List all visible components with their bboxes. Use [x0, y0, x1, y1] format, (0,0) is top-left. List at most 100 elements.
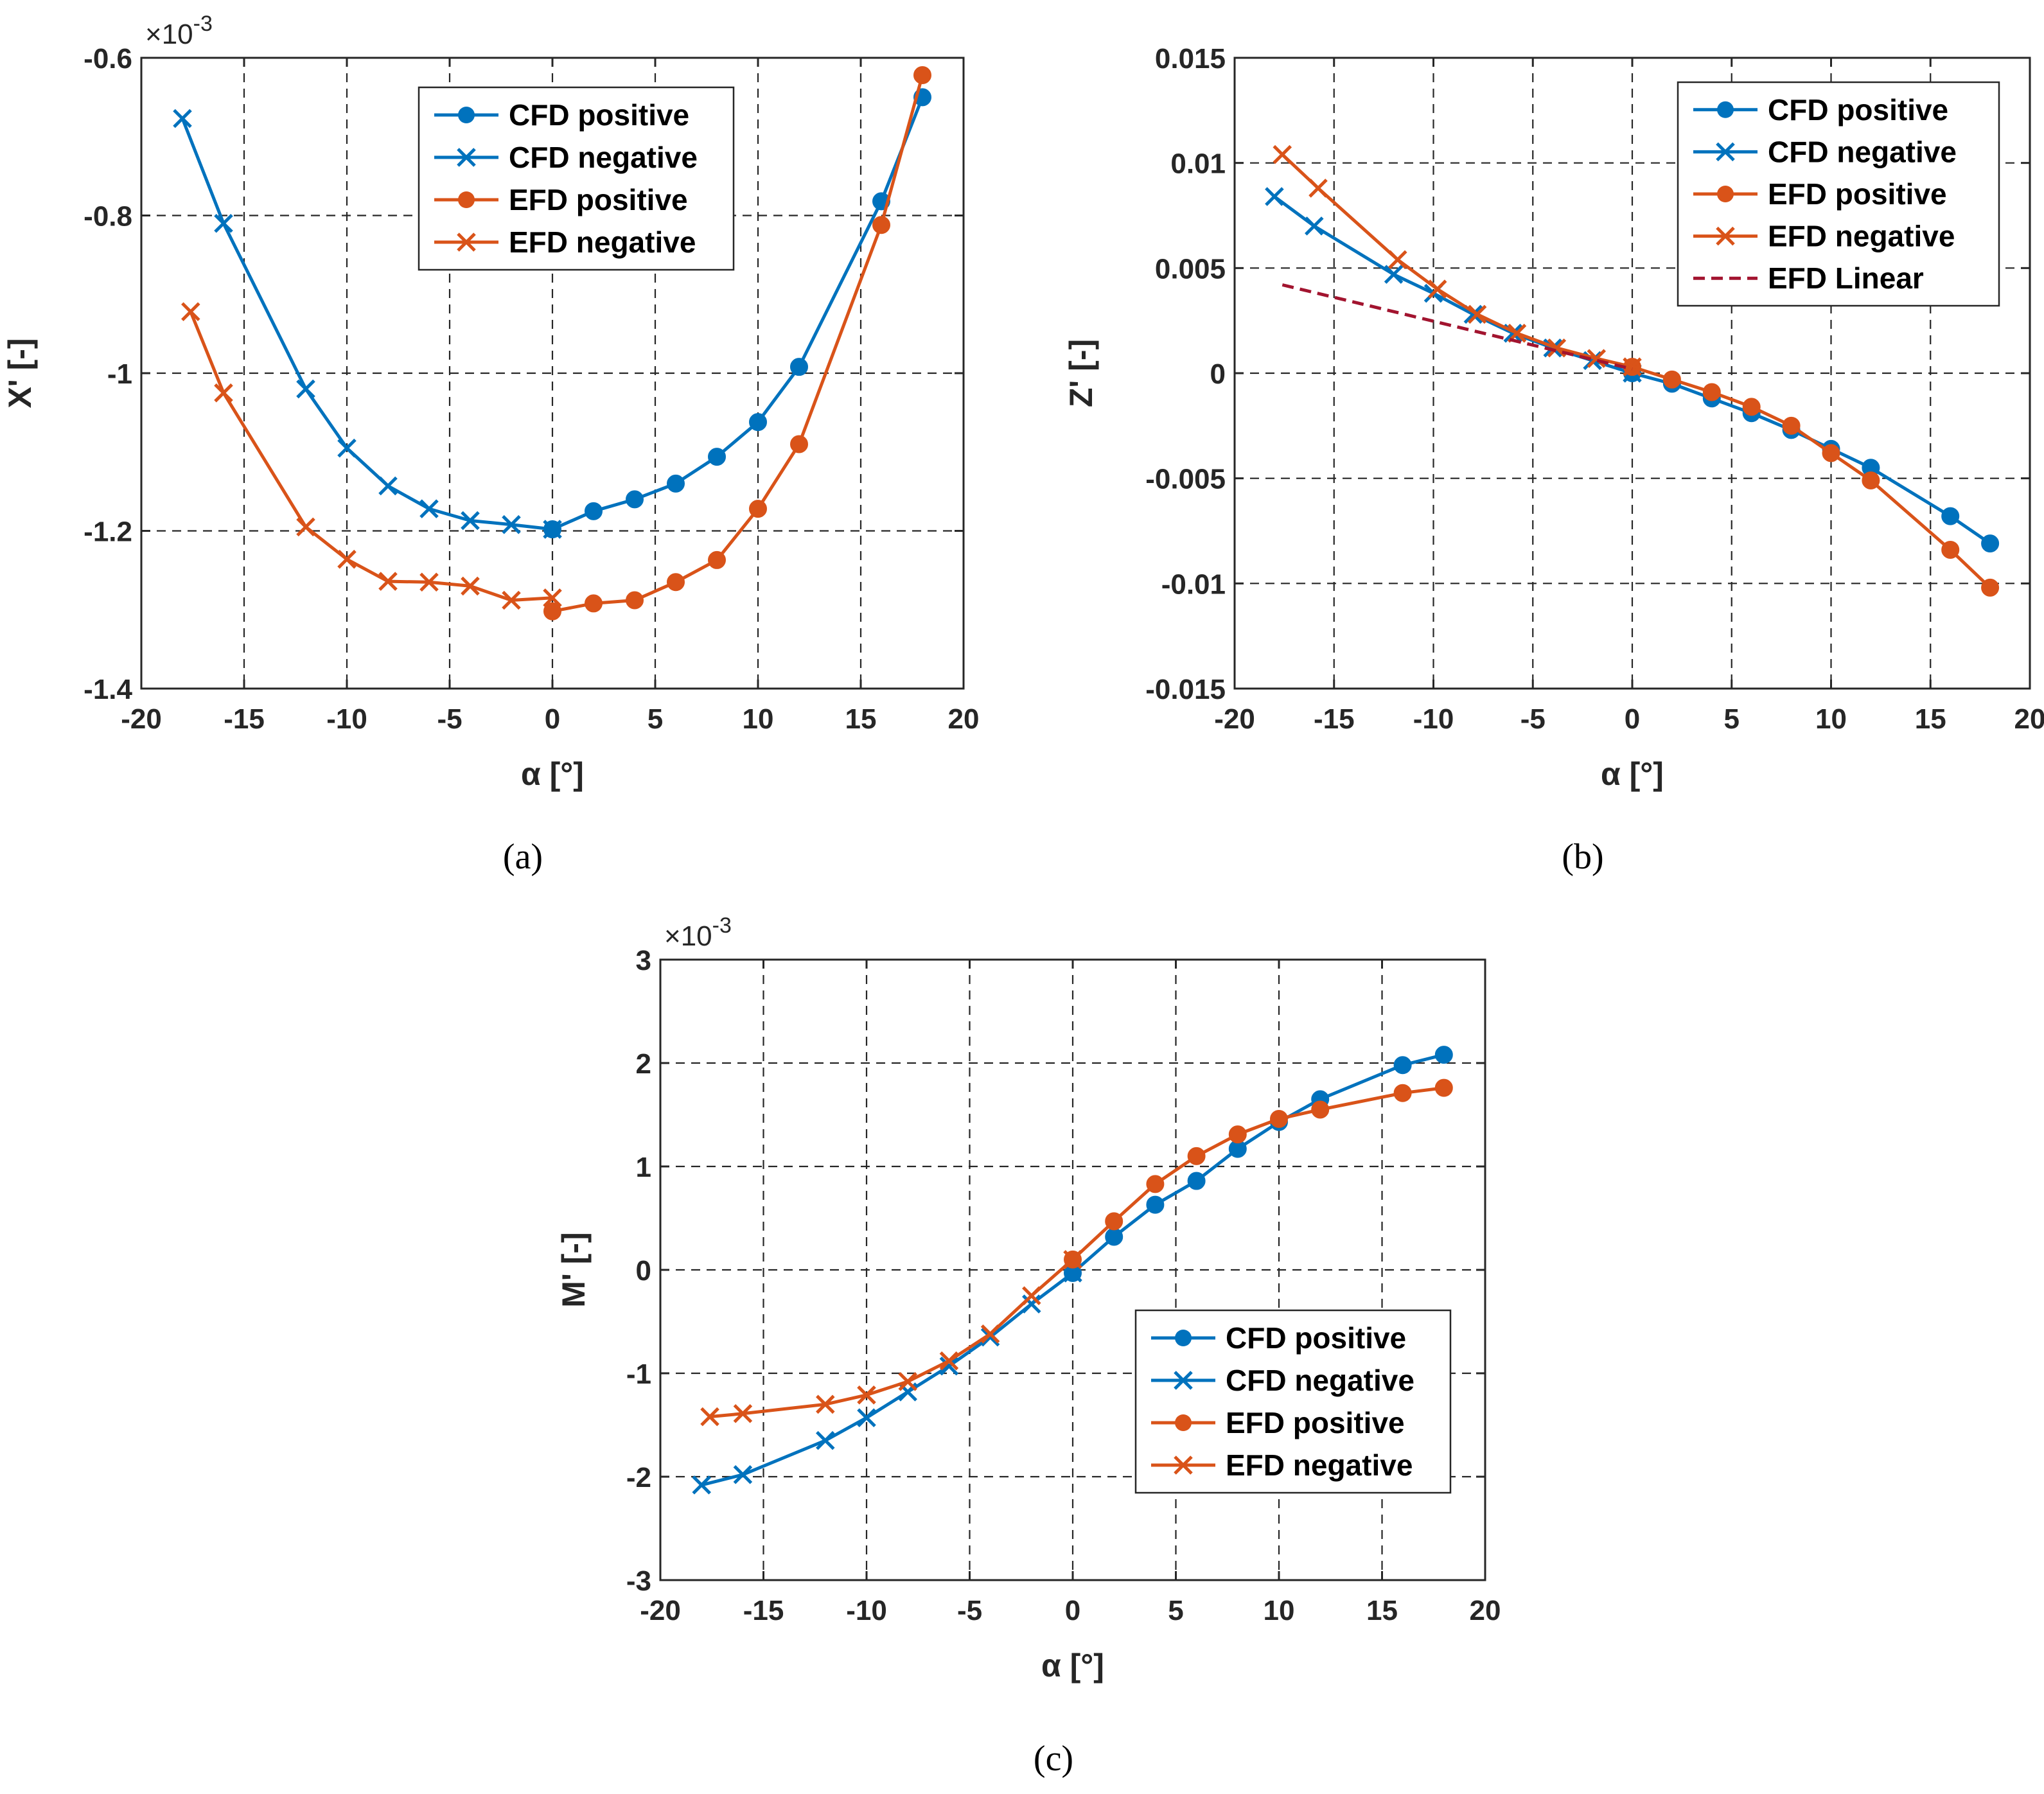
data-point — [214, 383, 233, 403]
data-point — [1022, 1294, 1041, 1314]
data-point — [626, 490, 644, 509]
data-point — [1941, 540, 1960, 559]
data-point — [1427, 279, 1447, 299]
data-point — [214, 214, 233, 233]
y-tick-label: 0.015 — [1155, 43, 1226, 75]
data-point — [337, 549, 357, 569]
legend-label: CFD positive — [1226, 1321, 1406, 1355]
data-point — [1105, 1212, 1123, 1231]
data-point — [585, 502, 603, 520]
data-point — [1587, 349, 1607, 368]
data-point — [543, 602, 561, 620]
x-tick-label: 10 — [1264, 1595, 1295, 1626]
y-tick-label: -0.6 — [84, 43, 132, 75]
y-tick-label: 2 — [636, 1048, 651, 1080]
x-tick-label: -20 — [121, 703, 162, 735]
series-line-efd-linear — [1282, 283, 1633, 371]
x-tick-label: -20 — [640, 1595, 681, 1626]
x-tick-label: -20 — [1214, 703, 1255, 735]
legend-marker — [458, 107, 475, 123]
data-point — [1742, 398, 1761, 416]
legend-label: CFD negative — [1768, 135, 1957, 168]
data-point — [1228, 1125, 1247, 1144]
legend-marker — [1717, 101, 1734, 118]
data-point — [1862, 471, 1880, 489]
x-tick-label: 20 — [948, 703, 980, 735]
data-point — [700, 1407, 719, 1427]
data-point — [1063, 1263, 1082, 1283]
x-tick-label: 0 — [1625, 703, 1640, 735]
y-tick-label: -0.015 — [1145, 674, 1226, 705]
data-point — [667, 573, 685, 592]
data-point — [1265, 187, 1284, 206]
legend-marker — [457, 233, 476, 252]
chart-panel-b: -20 -15 -10 -5 0 5 10 15 20 -0.015 -0.01 -0.005 0 0.0… — [1063, 43, 2044, 877]
legend-label: CFD positive — [509, 98, 689, 132]
exponent-base: ×10 — [664, 920, 712, 952]
y-exponent-label: ×10-3 — [145, 12, 213, 50]
x-tick-label: 20 — [2014, 703, 2044, 735]
data-point — [1063, 1250, 1082, 1269]
x-tick-label: -10 — [326, 703, 367, 735]
data-point — [461, 576, 480, 596]
x-tick-label: 0 — [545, 703, 560, 735]
y-tick-label: -3 — [626, 1565, 651, 1597]
y-tick-label: 0.005 — [1155, 253, 1226, 285]
data-point — [1308, 179, 1328, 198]
data-point — [708, 550, 726, 569]
data-point — [980, 1327, 1000, 1347]
data-point — [626, 591, 644, 610]
data-point — [173, 109, 192, 128]
legend-marker — [1175, 1330, 1192, 1346]
legend-label: CFD negative — [1226, 1364, 1414, 1397]
data-point — [733, 1465, 753, 1484]
data-point — [1146, 1175, 1165, 1193]
y-tick-label: 0 — [1210, 358, 1226, 390]
y-tick-label: 1 — [636, 1152, 651, 1183]
legend-marker — [1175, 1414, 1192, 1431]
y-exponent-label: ×10-3 — [664, 913, 732, 952]
data-point — [1311, 1100, 1330, 1119]
data-point — [585, 594, 603, 613]
data-point — [337, 438, 357, 458]
legend: CFD positive CFD negative EFD positive EFD … — [1677, 81, 2000, 307]
data-point — [749, 413, 767, 432]
panel-caption: (b) — [1562, 837, 1603, 877]
y-tick-label: -1.4 — [84, 674, 132, 705]
data-point — [790, 435, 808, 453]
data-point — [939, 1351, 959, 1371]
data-point — [1981, 534, 2000, 553]
data-point — [296, 517, 315, 537]
x-tick-label: -15 — [224, 703, 265, 735]
x-tick-label: 10 — [1815, 703, 1847, 735]
x-tick-label: 10 — [743, 703, 774, 735]
x-tick-label: 0 — [1065, 1595, 1080, 1626]
legend-marker — [1174, 1455, 1193, 1475]
exponent-base: ×10 — [145, 19, 193, 50]
data-point — [708, 448, 726, 466]
data-point — [1273, 145, 1292, 164]
legend-label: EFD positive — [1226, 1406, 1405, 1439]
data-point — [1662, 370, 1681, 389]
legend-label: EFD positive — [509, 183, 688, 216]
data-point — [1305, 216, 1324, 236]
data-point — [296, 379, 315, 399]
data-point — [1434, 1078, 1453, 1097]
data-point — [790, 358, 808, 376]
data-point — [1105, 1227, 1123, 1246]
x-tick-label: -15 — [743, 1595, 784, 1626]
data-point — [419, 499, 439, 518]
legend-label: EFD Linear — [1768, 261, 1924, 295]
data-point — [913, 66, 931, 85]
x-tick-label: -5 — [957, 1595, 982, 1626]
data-point — [667, 474, 685, 493]
data-point — [1623, 357, 1642, 376]
y-tick-label: -0.01 — [1161, 568, 1226, 600]
data-point — [1782, 416, 1801, 435]
x-axis-label: α [°] — [1041, 1648, 1104, 1684]
data-point — [857, 1408, 876, 1427]
exponent-power: -3 — [712, 913, 732, 938]
x-tick-label: 15 — [845, 703, 877, 735]
data-point — [378, 572, 398, 591]
